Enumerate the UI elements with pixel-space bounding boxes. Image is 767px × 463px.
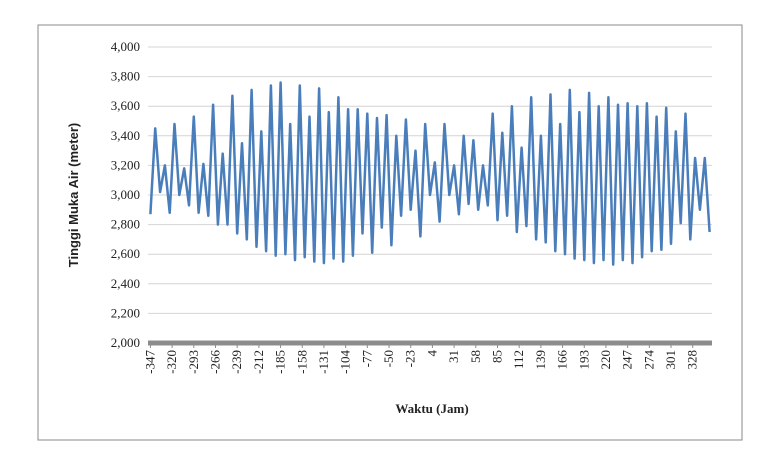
x-tick-label: 247 [620, 350, 635, 370]
y-tick-label: 4,000 [111, 39, 140, 54]
y-axis-title: Tinggi Muka Air (meter) [66, 123, 81, 267]
x-tick-label: -50 [381, 350, 396, 367]
x-tick-label: 112 [511, 350, 526, 369]
x-tick-label: 85 [489, 350, 504, 363]
y-tick-label: 3,000 [111, 187, 140, 202]
x-tick-label: 31 [446, 350, 461, 363]
x-tick-label: -347 [142, 350, 157, 374]
x-tick-label: 328 [685, 350, 700, 370]
x-tick-label: -266 [207, 350, 222, 374]
x-tick-label: 193 [576, 350, 591, 370]
x-tick-label: -158 [294, 350, 309, 374]
x-tick-label: 139 [533, 350, 548, 370]
x-tick-label: -239 [229, 350, 244, 374]
y-tick-label: 3,800 [111, 69, 140, 84]
x-tick-label: 220 [598, 350, 613, 370]
x-tick-label: -23 [403, 350, 418, 367]
y-tick-label: 2,000 [111, 335, 140, 350]
y-tick-label: 2,800 [111, 217, 140, 232]
x-tick-label: -212 [251, 350, 266, 374]
y-tick-label: 2,600 [111, 246, 140, 261]
y-tick-label: 2,400 [111, 276, 140, 291]
x-tick-label: -293 [186, 350, 201, 374]
y-tick-label: 3,200 [111, 157, 140, 172]
y-tick-label: 3,400 [111, 128, 140, 143]
x-tick-label: 301 [663, 350, 678, 370]
x-tick-label: -131 [316, 350, 331, 374]
x-axis-title: Waktu (Jam) [395, 401, 468, 416]
x-tick-label: 4 [424, 350, 439, 357]
y-tick-label: 2,200 [111, 305, 140, 320]
y-tick-label: 3,600 [111, 98, 140, 113]
x-tick-label: 58 [468, 350, 483, 363]
x-tick-label: -104 [338, 350, 353, 374]
x-tick-label: -77 [359, 350, 374, 368]
data-line [149, 81, 711, 266]
x-tick-label: 274 [641, 350, 656, 370]
x-tick-label: 166 [555, 350, 570, 370]
x-tick-label: -320 [164, 350, 179, 374]
x-tick-label: -185 [273, 350, 288, 374]
